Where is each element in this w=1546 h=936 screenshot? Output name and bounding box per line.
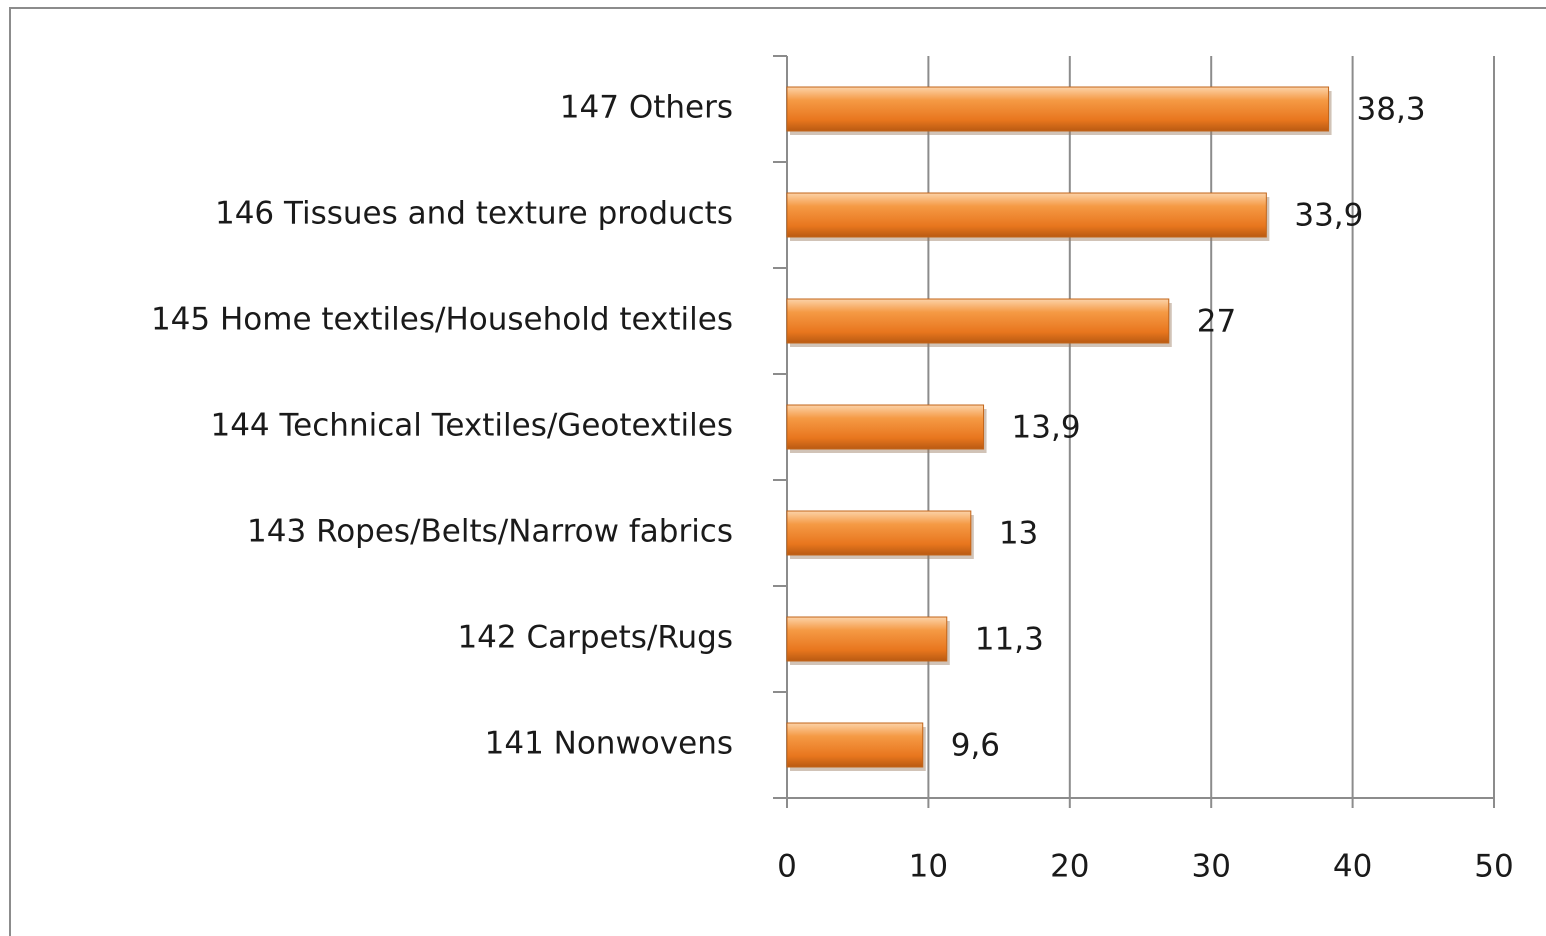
y-tick-label: 147 Others bbox=[560, 90, 733, 126]
bar bbox=[786, 86, 1330, 132]
y-tick-label: 145 Home textiles/Household textiles bbox=[151, 302, 733, 338]
data-label: 9,6 bbox=[951, 728, 1000, 764]
bar bbox=[786, 298, 1170, 344]
data-label: 13,9 bbox=[1012, 410, 1081, 446]
bar bbox=[786, 616, 948, 662]
data-label: 27 bbox=[1197, 304, 1236, 340]
bar bbox=[786, 722, 924, 768]
data-label: 38,3 bbox=[1357, 92, 1426, 128]
y-tick-label: 141 Nonwovens bbox=[485, 726, 733, 762]
bar bbox=[786, 192, 1267, 238]
y-tick-label: 142 Carpets/Rugs bbox=[457, 620, 733, 656]
x-tick-label: 30 bbox=[1191, 849, 1230, 885]
y-tick-label: 146 Tissues and texture products bbox=[215, 196, 733, 232]
y-tick-label: 144 Technical Textiles/Geotextiles bbox=[210, 408, 733, 444]
x-tick-label: 10 bbox=[909, 849, 948, 885]
bar bbox=[786, 404, 985, 450]
bar bbox=[786, 510, 972, 556]
data-label: 13 bbox=[999, 516, 1038, 552]
y-tick-label: 143 Ropes/Belts/Narrow fabrics bbox=[247, 514, 733, 550]
x-tick-label: 40 bbox=[1333, 849, 1372, 885]
x-tick-label: 0 bbox=[777, 849, 797, 885]
data-label: 11,3 bbox=[975, 622, 1044, 658]
chart-frame bbox=[9, 7, 1546, 936]
x-tick-label: 20 bbox=[1050, 849, 1089, 885]
data-label: 33,9 bbox=[1294, 198, 1363, 234]
x-tick-label: 50 bbox=[1474, 849, 1513, 885]
